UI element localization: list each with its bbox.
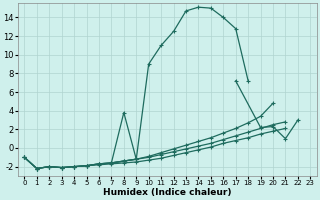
X-axis label: Humidex (Indice chaleur): Humidex (Indice chaleur) [103, 188, 232, 197]
